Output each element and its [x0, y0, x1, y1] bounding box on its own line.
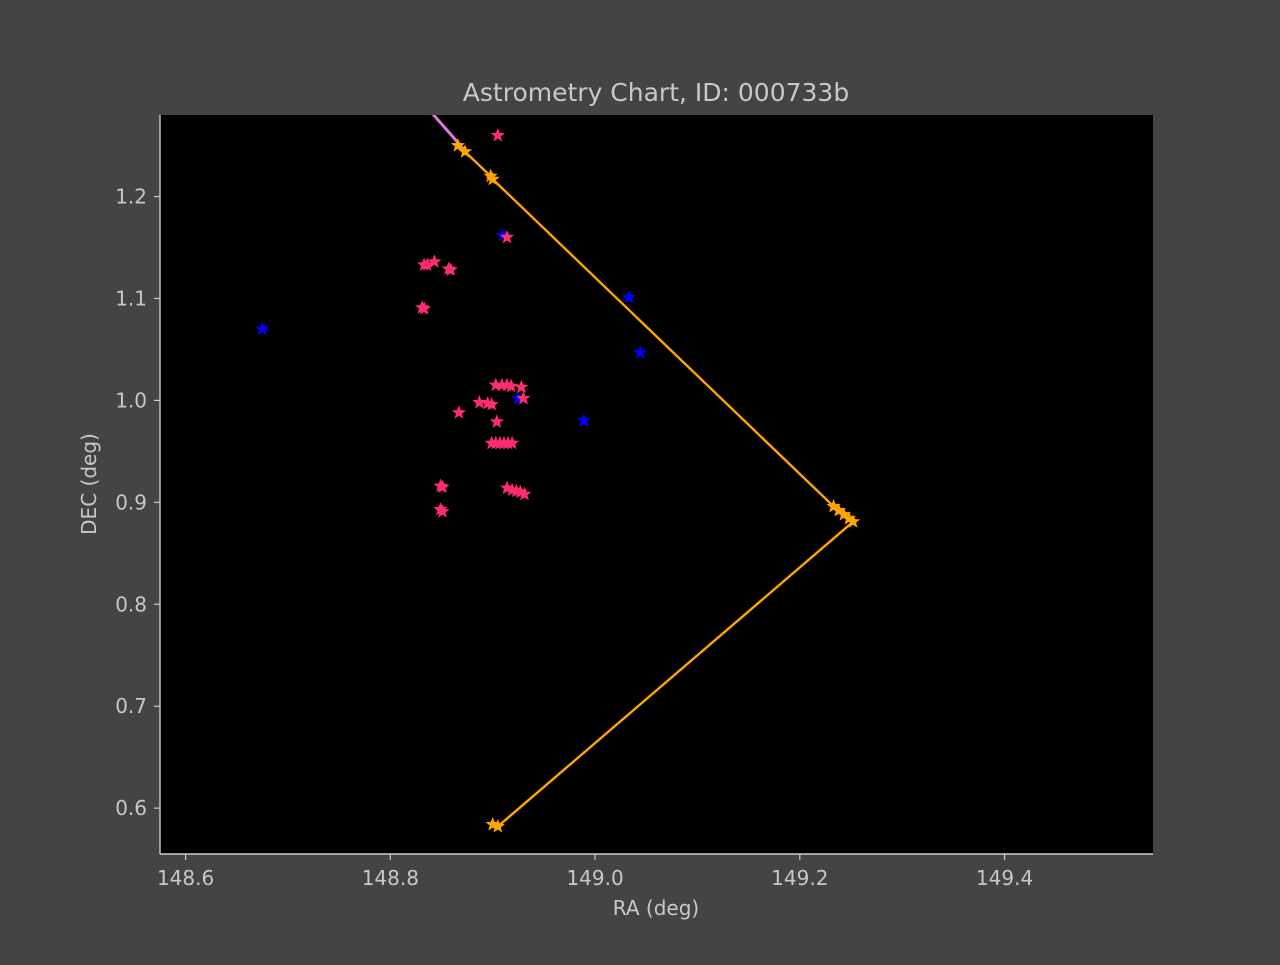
y-tick-label: 0.9 — [115, 490, 147, 514]
series-0-point-3 — [632, 345, 648, 359]
series-3-point-7 — [841, 511, 857, 525]
x-tick-label: 149.2 — [771, 866, 828, 890]
series-1-point-34 — [435, 504, 450, 518]
series-3-point-0 — [450, 138, 466, 152]
series-1-point-31 — [513, 484, 528, 499]
series-3-point-5 — [831, 502, 846, 517]
series-0-point-2 — [621, 289, 636, 304]
series-1-point-0 — [490, 127, 505, 142]
y-axis-label: DEC (deg) — [77, 433, 101, 535]
series-1-group — [414, 127, 532, 518]
series-1-point-9 — [488, 377, 503, 392]
series-1-point-19 — [489, 414, 504, 428]
series-1-point-28 — [499, 480, 515, 495]
series-1-point-32 — [517, 486, 532, 501]
series-1-point-15 — [472, 394, 487, 409]
series-1-point-13 — [514, 379, 529, 394]
series-3-point-3 — [485, 171, 500, 186]
ticks-layer: 148.6 148.8 149.0 149.2 149.4 0.6 0.7 0.8 0.9 1.0… — [115, 185, 1033, 890]
y-tick-label: 0.7 — [115, 694, 147, 718]
series-3-point-10 — [485, 816, 500, 831]
series-1-point-33 — [433, 501, 448, 516]
data-marks-layer — [255, 115, 861, 833]
series-1-point-17 — [484, 396, 499, 411]
series-1-point-4 — [427, 254, 442, 268]
series-1-point-8 — [416, 301, 432, 315]
series-0-point-1 — [495, 227, 511, 242]
series-3-point-9 — [490, 818, 505, 833]
y-tick-label: 1.0 — [115, 388, 147, 412]
chart-title: Astrometry Chart, ID: 000733b — [463, 78, 849, 107]
y-tick-label: 1.2 — [115, 185, 147, 209]
x-tick-label: 148.8 — [362, 866, 419, 890]
series-1-point-1 — [499, 229, 515, 244]
series-1-point-6 — [443, 262, 458, 276]
series-0-point-5 — [576, 413, 591, 427]
series-0-point-0 — [255, 321, 270, 336]
x-tick-label: 148.6 — [157, 866, 214, 890]
series-1-point-27 — [435, 479, 450, 494]
y-tick-label: 0.6 — [115, 796, 147, 820]
series-1-point-18 — [451, 405, 467, 419]
x-tick-label: 149.0 — [566, 866, 623, 890]
y-tick-label: 0.8 — [115, 592, 147, 616]
x-tick-label: 149.4 — [976, 866, 1033, 890]
series-3-point-4 — [826, 498, 841, 513]
series-1-point-12 — [504, 378, 519, 393]
series-3-point-6 — [836, 507, 851, 521]
plot-area — [160, 115, 1153, 854]
series-1-point-25 — [505, 435, 520, 450]
x-axis-label: RA (deg) — [613, 896, 699, 920]
y-tick-label: 1.1 — [115, 286, 147, 310]
series-3-point-8 — [845, 514, 861, 528]
series-1-point-14 — [516, 390, 531, 405]
series-1-point-3 — [420, 257, 435, 271]
series-3-point-1 — [457, 144, 473, 158]
series-3-point-2 — [483, 168, 498, 183]
series-3-group — [450, 138, 861, 833]
